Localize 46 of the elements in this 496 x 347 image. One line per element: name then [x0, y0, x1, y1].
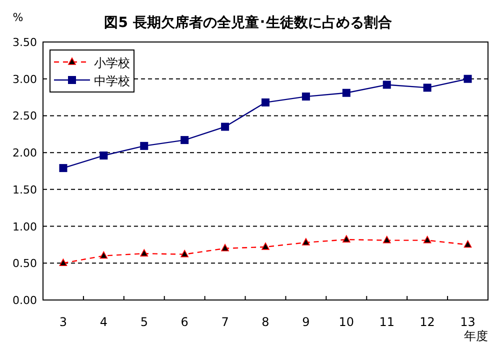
x-tick-label: 6 — [180, 315, 188, 329]
x-tick-label: 3 — [59, 315, 68, 329]
x-tick-label: 5 — [140, 315, 148, 329]
point — [180, 250, 188, 258]
y-tick-label: 0.00 — [12, 294, 37, 307]
legend-label: 小学校 — [94, 56, 130, 70]
x-tick-label: 9 — [302, 315, 310, 329]
y-tick-label: 3.50 — [12, 36, 37, 49]
x-tick-label: 13 — [460, 315, 476, 329]
point — [140, 142, 148, 150]
point — [302, 238, 310, 246]
x-tick-label: 8 — [262, 315, 270, 329]
x-tick-label: 7 — [221, 315, 229, 329]
y-tick-label: 1.00 — [12, 220, 37, 234]
x-tick-label: 11 — [379, 315, 395, 329]
x-axis-title: 年度 — [464, 329, 488, 343]
point — [342, 88, 350, 97]
point — [464, 74, 472, 83]
point — [423, 84, 432, 92]
y-tick-label: 0.50 — [12, 257, 37, 270]
point — [262, 98, 270, 106]
x-tick-label: 10 — [338, 315, 354, 329]
x-tick-label: 4 — [100, 315, 108, 329]
y-tick-label: 2.50 — [12, 110, 37, 123]
point — [382, 80, 391, 89]
point — [180, 136, 189, 144]
point — [423, 236, 432, 244]
point — [59, 164, 68, 172]
point — [464, 240, 472, 248]
point — [302, 92, 310, 101]
chart-title: 図5 長期欠席者の全児童･生徒数に占める割合 — [104, 14, 392, 31]
point — [262, 242, 270, 250]
point — [140, 249, 148, 256]
y-tick-label: 2.00 — [12, 146, 37, 160]
point — [382, 236, 391, 244]
y-tick-label: 3.00 — [12, 72, 37, 86]
point — [221, 244, 229, 252]
point — [221, 122, 230, 131]
point — [59, 258, 68, 266]
point — [100, 152, 108, 160]
legend-label: 中学校 — [94, 74, 130, 88]
y-axis-title: % — [12, 11, 24, 24]
point — [342, 235, 350, 242]
point — [100, 251, 108, 259]
x-tick-label: 12 — [420, 315, 435, 329]
y-tick-label: 1.50 — [12, 183, 37, 196]
